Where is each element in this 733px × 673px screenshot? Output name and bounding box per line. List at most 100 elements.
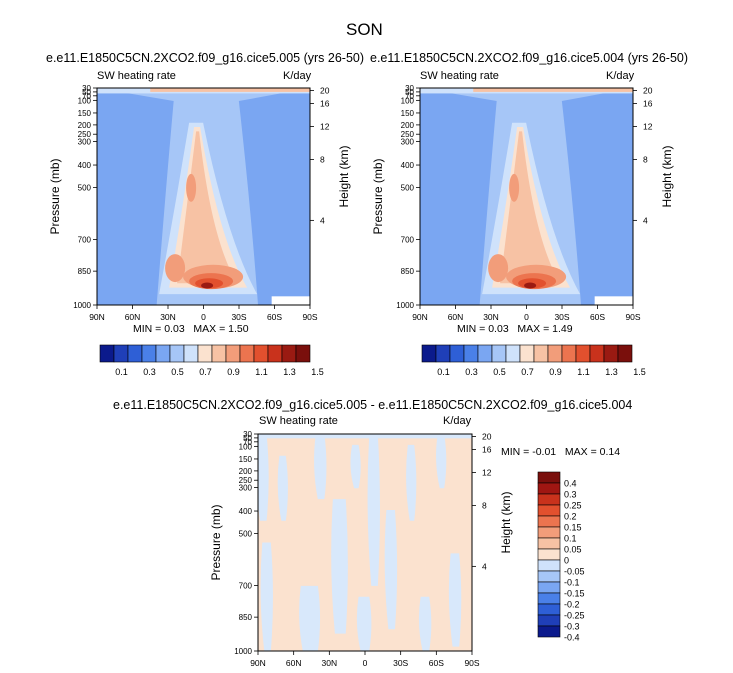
panel1-colorbar-swatch — [253, 344, 269, 363]
panel3-subtitle: e.e11.E1850C5CN.2XCO2.f09_g16.cice5.005 … — [113, 398, 633, 412]
panel1-min-value: 0.03 — [164, 323, 185, 335]
panel2-height-axis-title: Height (km) — [660, 145, 674, 207]
panel3-right-string: K/day — [443, 415, 472, 427]
panel2-x-tick-label: 60S — [590, 312, 605, 322]
panel1-max-value: 1.50 — [228, 323, 249, 335]
panel1-colorbar-label: 1.5 — [311, 367, 324, 377]
panel1-height-tick-label: 20 — [320, 86, 330, 96]
panel1-lowcore-max — [201, 282, 214, 289]
panel3-colorbar-label: -0.1 — [564, 578, 580, 588]
panel2-min-label: MIN = — [457, 323, 486, 335]
panel2-height-tick-label: 4 — [643, 215, 648, 225]
panel3-y-tick-label: 300 — [239, 484, 253, 493]
panel1-colorbar-label: 0.5 — [171, 367, 184, 377]
panel1-plume-2 — [177, 131, 238, 284]
panel2-y-tick-label: 150 — [401, 109, 415, 118]
panel3-colorbar-label: -0.15 — [564, 589, 585, 599]
panel2-colorbar-swatch — [519, 344, 535, 363]
panel3-colorbar-label: 0 — [564, 556, 569, 566]
panel1-ground-mask — [271, 296, 310, 305]
panel1-field — [97, 88, 310, 305]
panel1-x-tick-label: 90N — [89, 312, 105, 322]
panel2-colorbar-swatch — [421, 344, 437, 363]
panel3-negative-region — [356, 596, 372, 651]
panel2-y-tick-label: 200 — [401, 121, 415, 130]
panel1-min-label: MIN = — [133, 323, 162, 335]
panel1-y-axis-title: Pressure (mb) — [48, 158, 62, 234]
panel3-negative-region — [299, 585, 321, 651]
panel1-lowcore-left — [165, 254, 186, 283]
panel3-colorbar-swatch — [537, 603, 561, 616]
panel3-max-value: 0.14 — [599, 446, 621, 458]
panel1-max-label: MAX = — [193, 323, 226, 335]
panel2-y-tick-label: 400 — [401, 161, 415, 170]
panel2-colorbar-swatch — [533, 344, 549, 363]
panel1-colorbar-swatch — [295, 344, 311, 363]
panel3-colorbar-swatch — [537, 625, 561, 638]
panel1-x-tick-label: 60N — [125, 312, 141, 322]
panel2-y-tick-label: 70 — [405, 92, 414, 101]
panel3-negative-region — [350, 444, 361, 489]
panel2-lowcore-max — [524, 282, 537, 289]
panel3-height-tick-label: 20 — [482, 432, 492, 442]
panel3-colorbar-label: -0.2 — [564, 600, 580, 610]
panel1-height-tick-label: 16 — [320, 98, 330, 108]
panel1-height-tick-label: 8 — [320, 155, 325, 165]
panel2-colorbar-label: 0.9 — [549, 367, 562, 377]
panel3-colorbar-label: -0.4 — [564, 633, 580, 643]
panel3-colorbar-label: 0.2 — [564, 512, 577, 522]
panel3-colorbar-swatch — [537, 537, 561, 550]
panel2-height-tick-label: 12 — [643, 121, 653, 131]
panel2-y-tick-label: 500 — [401, 183, 415, 192]
panel3-colorbar-label: 0.4 — [564, 479, 577, 489]
panel2-x-tick-label: 30N — [483, 312, 499, 322]
panel3-x-tick-label: 90N — [250, 658, 266, 668]
panel1-y-tick-label: 400 — [78, 161, 92, 170]
page-title: SON — [346, 20, 383, 39]
panel1-x-tick-label: 90S — [302, 312, 317, 322]
panel3-negative-region — [314, 434, 327, 500]
panel1-left-string: SW heating rate — [97, 70, 176, 82]
panel1-x-tick-label: 30N — [160, 312, 176, 322]
panel1-colorbar-swatch — [197, 344, 213, 363]
panel3-colorbar-swatch — [537, 526, 561, 539]
panel3-colorbar-swatch — [537, 570, 561, 583]
panel1-height-tick-label: 4 — [320, 215, 325, 225]
panel1-y-tick-label: 200 — [78, 121, 92, 130]
panel2-y-tick-label: 30 — [405, 84, 414, 93]
panel3-negative-region — [258, 434, 269, 521]
panel2-colorbar-swatch — [561, 344, 577, 363]
panel2-plume-2 — [500, 131, 561, 284]
panel3-top-band — [258, 434, 472, 439]
panel3-colorbar-label: 0.3 — [564, 490, 577, 500]
panel2-y-axis-title: Pressure (mb) — [371, 158, 385, 234]
panel2-height-tick-label: 16 — [643, 98, 653, 108]
panel3-x-tick-label: 0 — [363, 658, 368, 668]
panel3-y-tick-label: 50 — [243, 434, 252, 443]
panel3-y-tick-label: 70 — [243, 438, 252, 447]
panel2-y-tick-label: 1000 — [396, 301, 414, 310]
panel3-colorbar-label: -0.05 — [564, 567, 585, 577]
panel2-colorbar-label: 1.3 — [605, 367, 618, 377]
panel3-colorbar-label: 0.1 — [564, 534, 577, 544]
panel1-colorbar-label: 0.9 — [227, 367, 240, 377]
panel3-min-label: MIN = — [501, 446, 530, 458]
panel3-colorbar-label: -0.25 — [564, 611, 585, 621]
panel2-x-tick-label: 90N — [412, 312, 428, 322]
panel3-colorbar-swatch — [537, 581, 561, 594]
panel1-right-string: K/day — [283, 70, 312, 82]
panel1-colorbar-swatch — [225, 344, 241, 363]
panel3-colorbar-swatch — [537, 548, 561, 561]
panel3-negative-region — [406, 444, 417, 521]
panel1-colorbar-swatch — [267, 344, 283, 363]
panel1-plume-core — [186, 173, 197, 202]
panel2-x-tick-label: 90S — [625, 312, 640, 322]
panel1-y-tick-label: 850 — [78, 267, 92, 276]
panel2-right-band — [561, 88, 633, 305]
panel3-y-tick-label: 250 — [239, 476, 253, 485]
panel1-colorbar-label: 0.3 — [143, 367, 156, 377]
panel1-y-tick-label: 50 — [82, 88, 91, 97]
panel3-height-axis-title: Height (km) — [499, 491, 513, 553]
panel3-colorbar-swatch — [537, 482, 561, 495]
